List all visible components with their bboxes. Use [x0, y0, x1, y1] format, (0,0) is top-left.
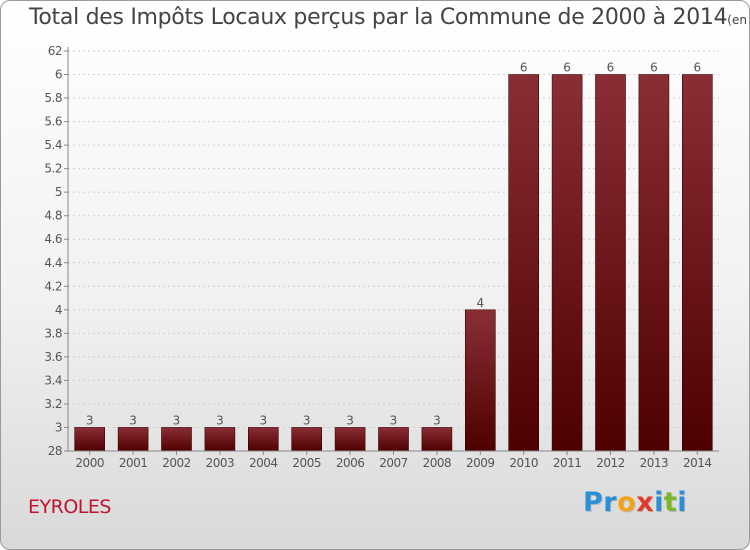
x-tick-label: 2008 [423, 456, 452, 470]
y-tick-label: 5.4 [44, 138, 62, 152]
bar [551, 74, 583, 452]
data-label: 6 [520, 61, 528, 75]
x-tick-label: 2000 [75, 456, 104, 470]
data-label: 3 [173, 413, 181, 427]
axes-layer: 28 3 3.2 3.4 3.6 3.8 4 4.2 4.4 4.6 4.8 5 5.2 5.4 5.6 5.… [44, 44, 719, 470]
data-label: 6 [693, 61, 701, 75]
x-tick-label: 2012 [596, 456, 625, 470]
x-tick-label: 2006 [336, 456, 365, 470]
data-label: 6 [563, 61, 571, 75]
data-label: 3 [390, 413, 398, 427]
bar [681, 74, 713, 452]
y-tick-label: 5.8 [44, 91, 62, 105]
y-tick-label: 62 [48, 44, 62, 58]
bar [334, 427, 366, 452]
data-label: 6 [650, 61, 658, 75]
y-tick-label: 5.2 [44, 162, 62, 176]
x-tick-label: 2013 [640, 456, 669, 470]
y-tick-label: 4.2 [44, 279, 62, 293]
bar [248, 427, 279, 452]
y-tick-label: 4 [55, 303, 62, 317]
bar [117, 427, 149, 452]
logo-letter: i [654, 487, 664, 518]
commune-name: EYROLES [28, 496, 111, 518]
x-tick-label: 2003 [206, 456, 235, 470]
x-tick-label: 2011 [553, 456, 582, 470]
chart-title-text: Total des Impôts Locaux perçus par la Co… [29, 5, 728, 30]
logo-letter: i [677, 487, 688, 518]
y-tick-label: 3.4 [44, 373, 62, 387]
y-tick-label: 28 [48, 444, 62, 458]
data-label: 3 [346, 413, 354, 427]
logo-letter: x [636, 487, 655, 518]
y-tick-label: 3.2 [44, 397, 62, 411]
bar [421, 427, 453, 452]
bar [638, 74, 670, 452]
logo-letter: P [583, 487, 604, 518]
x-tick-label: 2010 [509, 456, 538, 470]
y-tick-label: 5 [55, 185, 62, 199]
data-label: 3 [259, 413, 267, 427]
x-tick-label: 2004 [249, 456, 278, 470]
data-label: 4 [476, 296, 484, 310]
data-label: 3 [129, 413, 137, 427]
x-tick-label: 2002 [162, 456, 191, 470]
x-tick-label: 2007 [379, 456, 408, 470]
y-tick-label: 4.6 [44, 232, 62, 246]
bar [378, 427, 409, 452]
bar [161, 427, 192, 452]
x-tick-label: 2014 [683, 456, 712, 470]
data-label: 6 [607, 61, 615, 75]
bar [291, 427, 323, 452]
y-tick-label: 3 [55, 420, 62, 434]
logo-letter: t [663, 487, 678, 518]
data-label: 3 [216, 413, 224, 427]
bar [508, 74, 540, 452]
bars-layer [74, 74, 713, 452]
data-label: 3 [303, 413, 311, 427]
y-tick-label: 3.8 [44, 326, 62, 340]
x-tick-label: 2005 [292, 456, 321, 470]
data-label: 3 [433, 413, 441, 427]
bar [74, 427, 105, 452]
grid-layer [68, 50, 719, 428]
bar [464, 309, 496, 452]
y-tick-label: 4.4 [44, 256, 62, 270]
y-tick-label: 6 [55, 68, 62, 82]
chart-title: Total des Impôts Locaux perçus par la Co… [29, 5, 749, 30]
y-tick-label: 4.8 [44, 209, 62, 223]
x-tick-label: 2009 [466, 456, 495, 470]
y-tick-label: 3.6 [44, 350, 62, 364]
logo-letter: o [617, 487, 637, 518]
x-tick-label: 2001 [119, 456, 148, 470]
proxiti-logo: Proxiti [583, 487, 687, 518]
bar [595, 74, 626, 452]
data-label: 3 [86, 413, 94, 427]
y-tick-label: 5.6 [44, 115, 62, 129]
logo-letter: r [603, 487, 618, 518]
labels-layer: 3 3 3 3 3 3 3 3 3 4 6 6 6 6 6 [86, 61, 701, 428]
bar [204, 427, 236, 452]
chart-unit-subtitle: (en milliers d'€) [727, 13, 749, 27]
